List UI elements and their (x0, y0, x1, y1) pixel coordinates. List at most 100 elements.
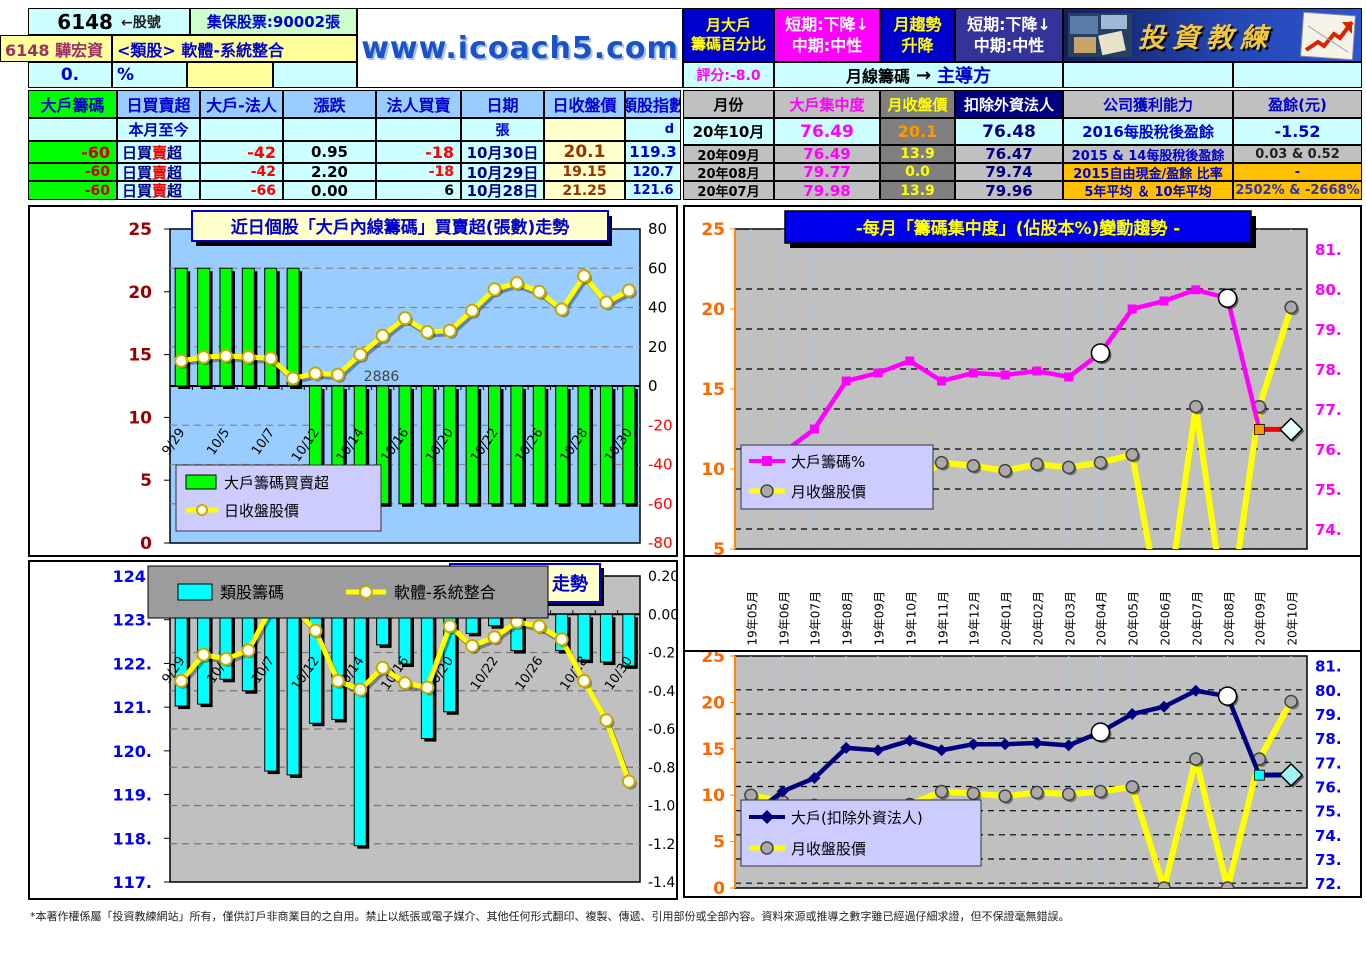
month-axis-label: 20年10月 (1285, 590, 1300, 646)
change-cell: 0.00 (283, 181, 376, 200)
svg-text:79.: 79. (1315, 321, 1342, 339)
profit-value-cell: 2502% & -2668% (1233, 181, 1362, 200)
month-axis-label: 19年07月 (808, 590, 823, 646)
daily-col-header: 日收盤價 (544, 90, 625, 118)
month-axis-label: 19年09月 (872, 590, 887, 646)
sector-index-cell: 120.7 (625, 163, 681, 181)
svg-text:78.: 78. (1315, 361, 1342, 379)
month-to-date-label: 本月至今 (117, 118, 200, 141)
month-axis-label: 20年07月 (1190, 590, 1205, 646)
svg-text:10: 10 (128, 408, 152, 428)
monthly-close-cell: 13.9 (880, 145, 955, 163)
svg-text:10: 10 (701, 460, 725, 480)
daily-action-cell: 日買賣超 (117, 141, 200, 163)
svg-text:0.00: 0.00 (648, 607, 676, 623)
svg-text:78.: 78. (1315, 730, 1342, 748)
logo-text: 投資教練 (1138, 22, 1274, 54)
chart-daily-chip-box: 25 20 15 10 5 0 80 60 40 20 0 -20 -40 -60 -80 9/29 10/5 1… (28, 205, 678, 557)
concentration-cell: 76.49 (774, 118, 880, 145)
month-axis-label: 20年02月 (1031, 590, 1046, 646)
monthly-col-header: 公司獲利能力 (1063, 90, 1233, 118)
svg-text:5: 5 (713, 833, 725, 853)
series-main (744, 684, 1305, 822)
concentration-cell: 79.98 (774, 181, 880, 200)
date-cell: 10月29日 (461, 163, 544, 181)
monthly-close-cell: 13.9 (880, 181, 955, 200)
empty-cyan-cell (273, 62, 357, 88)
holder-corp-cell: -42 (200, 163, 283, 181)
monthly-col-header: 盈餘(元) (1233, 90, 1362, 118)
svg-text:20: 20 (701, 300, 725, 320)
date-cell: 10月28日 (461, 181, 544, 200)
daily-col-header: 日買賣超 (117, 90, 200, 118)
month-axis-labels: 19年05月 19年06月 19年07月 19年08月 19年09月 19年10月 19年1… (683, 557, 1362, 650)
daily-action-cell: 日買賣超 (117, 163, 200, 181)
monthly-close-cell: 0.0 (880, 163, 955, 181)
legend: 大戶(扣除外資法人) 月收盤股價 (740, 799, 982, 867)
svg-text:20: 20 (128, 283, 152, 303)
svg-text:119.: 119. (113, 786, 152, 805)
svg-text:72.: 72. (1315, 875, 1342, 893)
month-trend-box: 月趨勢 升降 (880, 8, 955, 62)
site-url-link[interactable]: www.icoach5.com (361, 30, 679, 66)
close-price-cell: 21.25 (544, 181, 625, 200)
percent-cell: % (112, 62, 187, 88)
svg-text:-0.80: -0.80 (648, 760, 676, 776)
svg-text:20: 20 (701, 693, 725, 713)
stock-name-cell: 6148 驊宏資 (0, 35, 112, 62)
sector-index-cell: 119.3 (625, 141, 681, 163)
svg-text:-0.20: -0.20 (648, 646, 676, 662)
short-mid-trend-box-1: 短期:下降↓ 中期:中性 (774, 8, 880, 62)
ex-foreign-cell: 76.48 (955, 118, 1063, 145)
profit-value-cell: - (1233, 163, 1362, 181)
daily-col-header: 大戶籌碼 (28, 90, 117, 118)
month-cell: 20年10月 (683, 118, 774, 145)
daily-col-header: 類股指數 (625, 90, 681, 118)
custody-shares-cell: 集保股票:90002張 (190, 8, 357, 35)
corp-trade-cell: -18 (376, 141, 461, 163)
svg-text:-每月「籌碼集中度」(佔股本%)變動趨勢 -: -每月「籌碼集中度」(佔股本%)變動趨勢 - (856, 218, 1181, 239)
daily-col-header: 漲跌 (283, 90, 376, 118)
svg-text:月收盤股價: 月收盤股價 (791, 483, 866, 501)
score-cell: 評分:-8.0 (683, 62, 774, 88)
svg-text:25: 25 (128, 220, 152, 240)
month-axis-label: 19年06月 (777, 590, 792, 646)
svg-text:0.20: 0.20 (648, 569, 676, 585)
chip-net-cell: -60 (28, 163, 117, 181)
profit-value-cell: -1.52 (1233, 118, 1362, 145)
month-axis-label: 20年03月 (1063, 590, 1078, 646)
monthly-col-header: 扣除外資法人 (955, 90, 1063, 118)
daily-col-header: 法人買賣 (376, 90, 461, 118)
score-value: 評分:-8.0 (696, 68, 761, 84)
svg-text:121.: 121. (113, 698, 152, 717)
svg-text:15: 15 (701, 740, 725, 760)
sector-name: <類股> 軟體-系統整合 (117, 40, 285, 60)
svg-text:-40: -40 (648, 456, 673, 474)
chart-ex-foreign-box: 25 20 15 10 5 0 81. 80. 79. 78. 77. 76. 75. 74. 73. 72.… (683, 647, 1362, 899)
svg-text:124.: 124. (113, 567, 152, 586)
change-cell: 2.20 (283, 163, 376, 181)
stock-code: 6148 (57, 9, 113, 34)
short-mid-trend-box-2: 短期:下降↓ 中期:中性 (955, 8, 1063, 62)
svg-text:大戶籌碼買賣超: 大戶籌碼買賣超 (224, 474, 329, 492)
zero-cell: 0. (28, 62, 112, 88)
monthly-col-header: 月份 (683, 90, 774, 118)
d-label: d (625, 118, 681, 141)
unit-label: 張 (461, 118, 544, 141)
svg-text:79.: 79. (1315, 706, 1342, 724)
svg-text:2886: 2886 (364, 369, 400, 385)
corp-trade-cell: 6 (376, 181, 461, 200)
copyright-footer: *本著作權係屬「投資教練網站」所有，僅供訂戶非商業目的之自用。禁止以紙張或電子媒… (30, 910, 1070, 923)
svg-text:80.: 80. (1315, 682, 1342, 700)
svg-text:0: 0 (713, 879, 725, 896)
holder-corp-cell: -42 (200, 141, 283, 163)
dominant-side: 主導方 (937, 66, 992, 87)
chart-concentration-box: 25 20 15 10 5 81. 80. 79. 78. 77. 76. 75. 74. -每月「籌碼集… (683, 205, 1362, 560)
profit-label-cell: 5年平均 ＆ 10年平均 (1063, 181, 1233, 200)
profit-label-cell: 2015自由現金/盈餘 比率 (1063, 163, 1233, 181)
svg-text:77.: 77. (1315, 754, 1342, 772)
chart-ex-foreign: 25 20 15 10 5 0 81. 80. 79. 78. 77. 76. 75. 74. 73. 72.… (701, 647, 1342, 899)
monthly-close-cell: 20.1 (880, 118, 955, 145)
